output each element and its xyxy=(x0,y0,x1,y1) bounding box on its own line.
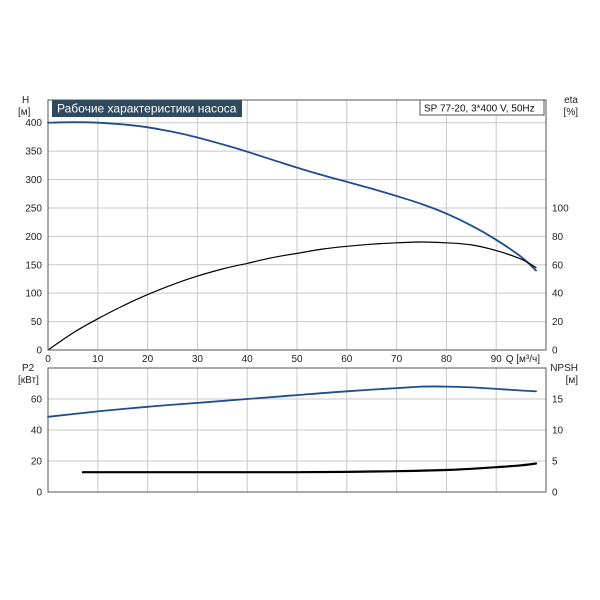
plot-frame xyxy=(47,367,547,493)
pump-info-box xyxy=(419,99,545,116)
y-right-tick-label: 40 xyxy=(552,289,564,300)
y-left-axis-unit: [кВт] xyxy=(18,375,39,386)
pump-info: SP 77-20, 3*400 V, 50Hz xyxy=(424,104,535,115)
y-right-axis-name: NPSH xyxy=(550,363,578,374)
series-line-0-0 xyxy=(47,121,537,272)
x-tick-label: 20 xyxy=(142,354,154,365)
series-line-1-1 xyxy=(81,462,538,474)
y-right-tick-label: 20 xyxy=(552,317,564,328)
y-left-tick-label: 0 xyxy=(36,346,42,357)
grid-layer xyxy=(47,100,546,493)
y-left-tick-label: 50 xyxy=(31,317,43,328)
y-right-axis-unit: [м] xyxy=(566,375,579,386)
y-left-tick-label: 250 xyxy=(25,203,42,214)
x-tick-label: 70 xyxy=(391,354,403,365)
y-left-tick-label: 40 xyxy=(31,426,43,437)
y-left-tick-label: 100 xyxy=(25,289,42,300)
x-tick-label: 50 xyxy=(291,354,303,365)
y-left-tick-label: 200 xyxy=(25,232,42,243)
series-line-1-0 xyxy=(47,385,537,418)
y-left-axis-unit: [м] xyxy=(18,107,31,118)
x-tick-label: 60 xyxy=(341,354,353,365)
chart-title: Рабочие характеристики насоса xyxy=(57,102,237,116)
labels-layer: 0 10 20 30 40 50 60 70 80 90050100150200250300350… xyxy=(18,95,578,499)
y-left-axis-name: H xyxy=(22,95,29,106)
y-right-tick-label: 0 xyxy=(552,346,558,357)
y-left-tick-label: 60 xyxy=(31,395,43,406)
y-right-axis-unit: [%] xyxy=(564,107,579,118)
y-left-tick-label: 0 xyxy=(36,488,42,499)
y-left-tick-label: 20 xyxy=(31,457,43,468)
x-tick-label: 90 xyxy=(491,354,503,365)
x-tick-label: 10 xyxy=(92,354,104,365)
x-tick-label: 40 xyxy=(242,354,254,365)
y-left-tick-label: 400 xyxy=(25,118,42,129)
y-left-axis-name: P2 xyxy=(22,363,35,374)
y-right-tick-label: 5 xyxy=(552,457,558,468)
y-right-tick-label: 10 xyxy=(552,426,564,437)
y-right-tick-label: 100 xyxy=(552,203,569,214)
y-right-tick-label: 60 xyxy=(552,260,564,271)
series-line-0-1 xyxy=(47,241,537,351)
plot-frame xyxy=(47,99,547,351)
y-right-axis-name: eta xyxy=(564,95,578,106)
x-axis-label: Q [м³/ч] xyxy=(506,354,541,365)
y-left-tick-label: 300 xyxy=(25,175,42,186)
frame-layer xyxy=(47,99,547,493)
x-tick-label: 30 xyxy=(192,354,204,365)
chart-title-box xyxy=(52,100,242,117)
y-right-tick-label: 0 xyxy=(552,488,558,499)
y-right-tick-label: 80 xyxy=(552,232,564,243)
y-left-tick-label: 150 xyxy=(25,260,42,271)
x-tick-label: 0 xyxy=(45,354,51,365)
y-left-tick-label: 350 xyxy=(25,147,42,158)
y-right-tick-label: 15 xyxy=(552,395,564,406)
x-tick-label: 80 xyxy=(441,354,453,365)
curves-layer xyxy=(47,121,538,474)
